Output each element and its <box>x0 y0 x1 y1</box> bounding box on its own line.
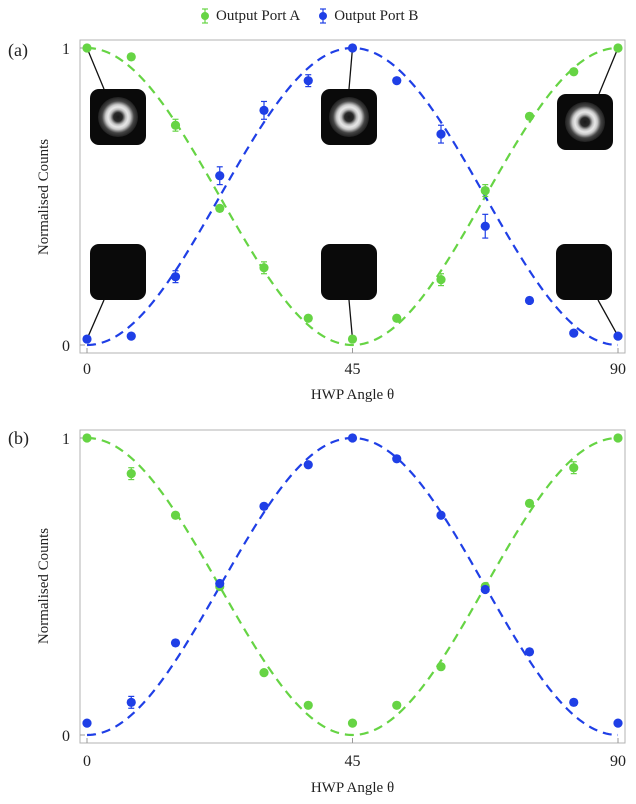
panel-label-a: (a) <box>8 40 28 60</box>
data-point-port-b <box>126 331 136 341</box>
data-point-port-a <box>82 433 92 443</box>
data-point-port-a <box>259 263 269 273</box>
y-axis-title: Normalised Counts <box>36 139 52 255</box>
data-point-port-b <box>569 697 579 707</box>
data-point-port-a <box>303 313 313 323</box>
data-point-port-b <box>613 718 623 728</box>
beam-image-dark <box>90 244 146 300</box>
x-axis-title: HWP Angle θ <box>311 387 394 403</box>
legend-label-port-a: Output Port A <box>216 7 301 24</box>
chart-panel-a: 0 45 90 0 1 HWP Angle θ Normalised Counts <box>36 39 626 403</box>
data-point-port-b <box>259 501 269 511</box>
data-point-port-a <box>524 498 535 508</box>
data-point-port-b <box>215 578 225 589</box>
data-point-port-b <box>347 43 358 53</box>
data-point-port-a <box>480 185 490 196</box>
data-point-port-a <box>524 111 535 121</box>
data-point-port-b <box>82 718 92 728</box>
y-tick-label: 1 <box>62 431 70 448</box>
inset-pointer-line <box>86 299 105 340</box>
x-tick-label: 90 <box>610 361 626 378</box>
data-point-port-b <box>524 295 535 306</box>
legend: Output Port A Output Port B <box>200 4 418 28</box>
y-tick-label: 1 <box>62 41 70 58</box>
data-point-port-b <box>215 171 225 181</box>
data-point-port-b <box>392 454 402 464</box>
legend-entry-port-a: Output Port A <box>200 8 300 25</box>
data-point-port-a <box>259 668 269 678</box>
data-point-port-a <box>170 120 181 130</box>
data-point-port-b <box>82 334 92 344</box>
data-point-port-a <box>126 52 136 62</box>
data-point-port-a <box>392 313 402 323</box>
data-point-port-a <box>215 203 225 213</box>
panel-label-b: (b) <box>8 428 29 448</box>
data-point-port-b <box>613 331 623 341</box>
legend-marker-port-a <box>201 8 209 24</box>
data-point-port-a <box>170 510 181 520</box>
data-point-port-a <box>126 469 136 479</box>
fit-curve-port-b <box>86 436 619 737</box>
x-tick-label: 45 <box>345 361 361 378</box>
data-point-port-b <box>524 647 535 657</box>
data-point-port-a <box>347 718 358 728</box>
y-tick-label: 0 <box>62 338 70 355</box>
plot-frame <box>79 429 626 744</box>
data-point-port-b <box>170 272 181 282</box>
data-point-port-b <box>436 129 446 139</box>
data-point-port-a <box>436 275 446 285</box>
data-point-port-b <box>303 460 313 470</box>
legend-entry-port-b: Output Port B <box>318 8 418 25</box>
legend-label-port-b: Output Port B <box>334 7 419 24</box>
data-point-port-b <box>480 221 490 231</box>
beam-image-dark <box>321 244 377 300</box>
data-point-port-a <box>569 67 579 77</box>
x-tick-label: 90 <box>610 753 626 770</box>
data-point-port-b <box>126 697 136 707</box>
data-point-port-b <box>436 510 446 520</box>
inset-pointer-line <box>597 299 619 337</box>
inset-pointer-line <box>348 299 354 340</box>
data-point-port-a <box>392 700 402 710</box>
data-point-port-b <box>480 584 490 595</box>
data-point-port-b <box>392 76 402 86</box>
data-point-port-a <box>613 433 623 443</box>
data-point-port-b <box>170 638 181 648</box>
donut-beam-profile <box>565 102 605 142</box>
fit-curve-port-a <box>86 46 619 347</box>
legend-marker-port-b <box>319 8 328 24</box>
y-tick-label: 0 <box>62 728 70 745</box>
chart-panel-b: 0 45 90 0 1 HWP Angle θ Normalised Counts <box>36 429 626 796</box>
x-axis-title: HWP Angle θ <box>311 780 394 796</box>
donut-beam-profile <box>98 97 138 137</box>
data-point-port-a <box>436 662 446 672</box>
inset-pointer-line <box>598 47 619 95</box>
x-tick-label: 0 <box>83 753 91 770</box>
data-point-port-b <box>303 76 313 86</box>
data-point-port-a <box>347 334 358 344</box>
x-tick-label: 45 <box>345 753 361 770</box>
data-point-port-a <box>82 43 92 53</box>
data-point-port-a <box>613 43 623 53</box>
data-point-port-b <box>569 328 579 338</box>
data-point-port-b <box>259 105 269 115</box>
inset-pointer-line <box>348 47 354 90</box>
data-point-port-a <box>303 700 313 710</box>
beam-image-dark <box>556 244 612 300</box>
data-point-port-a <box>569 463 579 473</box>
fit-curve-port-a <box>86 436 619 737</box>
donut-beam-profile <box>329 97 369 137</box>
inset-pointer-line <box>86 47 105 90</box>
y-axis-title: Normalised Counts <box>36 528 52 644</box>
x-tick-label: 0 <box>83 361 91 378</box>
plot-frame <box>79 39 626 354</box>
data-point-port-b <box>347 433 358 443</box>
